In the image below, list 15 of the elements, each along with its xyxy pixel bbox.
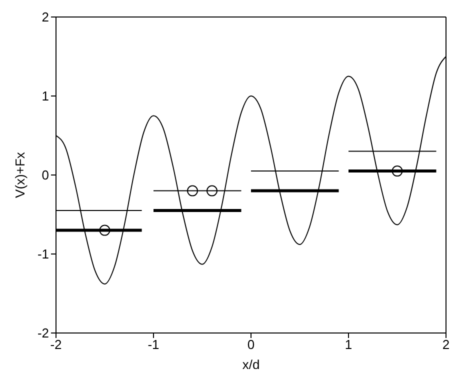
x-tick-label: -1 xyxy=(148,337,160,352)
y-tick-label: 2 xyxy=(42,10,49,25)
y-tick-label: 1 xyxy=(42,88,49,104)
y-tick-label: 0 xyxy=(42,168,49,183)
x-tick-label: 0 xyxy=(247,337,255,352)
y-tick-label: -2 xyxy=(37,326,49,341)
y-axis-title: V(x)+Fx xyxy=(12,152,28,198)
x-tick-label: 2 xyxy=(442,337,450,352)
y-tick-label: -1 xyxy=(37,246,49,262)
point xyxy=(206,185,218,196)
x-axis-title: x/d xyxy=(242,357,260,372)
point xyxy=(392,166,403,177)
point xyxy=(99,224,110,236)
x-tick-label: 1 xyxy=(344,337,352,352)
point xyxy=(187,185,198,196)
